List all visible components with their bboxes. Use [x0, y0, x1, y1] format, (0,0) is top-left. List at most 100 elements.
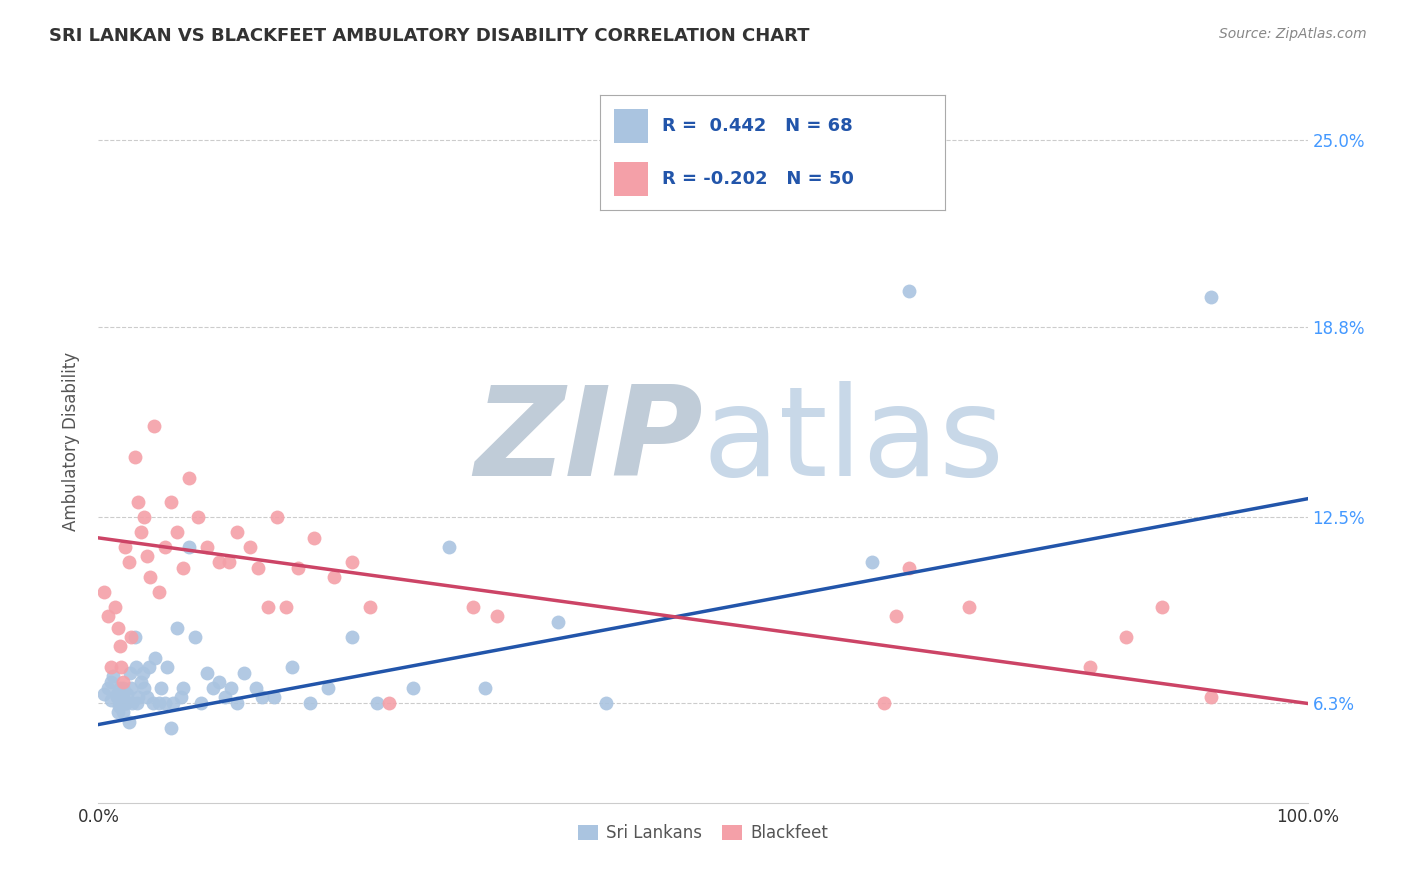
Point	[287, 561, 309, 575]
Point	[139, 570, 162, 584]
Point	[172, 561, 194, 575]
Point	[124, 450, 146, 464]
Point	[202, 681, 225, 696]
Point	[208, 675, 231, 690]
Point	[121, 697, 143, 711]
Point	[108, 681, 131, 696]
Point	[111, 690, 134, 705]
Point	[169, 690, 191, 705]
Point	[107, 621, 129, 635]
Point	[100, 660, 122, 674]
Point	[118, 666, 141, 681]
Text: ZIP: ZIP	[474, 381, 703, 502]
Point	[299, 697, 322, 711]
Point	[148, 585, 170, 599]
Point	[143, 419, 166, 434]
Point	[595, 697, 617, 711]
Point	[160, 721, 183, 735]
Point	[316, 681, 339, 696]
Point	[366, 697, 388, 711]
Point	[93, 585, 115, 599]
Point	[486, 609, 509, 624]
Point	[143, 651, 166, 665]
Point	[108, 699, 131, 714]
Point	[93, 687, 115, 701]
Point	[172, 681, 194, 696]
Point	[132, 666, 155, 681]
Point	[214, 690, 236, 705]
Point	[101, 669, 124, 683]
Point	[547, 615, 569, 630]
Point	[118, 555, 141, 569]
Point	[221, 681, 243, 696]
Legend: Sri Lankans, Blackfeet: Sri Lankans, Blackfeet	[571, 817, 835, 848]
Point	[360, 600, 382, 615]
Point	[437, 540, 460, 554]
Point	[110, 660, 132, 674]
Text: atlas: atlas	[703, 381, 1005, 502]
Point	[129, 524, 152, 539]
Point	[127, 690, 149, 705]
Point	[247, 561, 270, 575]
Point	[97, 681, 120, 696]
Point	[111, 706, 134, 720]
Point	[135, 549, 157, 563]
Point	[111, 675, 134, 690]
Point	[263, 690, 285, 705]
Point	[138, 660, 160, 674]
Point	[110, 693, 132, 707]
Point	[108, 697, 131, 711]
Point	[127, 494, 149, 508]
Point	[100, 693, 122, 707]
Point	[120, 630, 142, 644]
Point	[150, 681, 173, 696]
Point	[117, 687, 139, 701]
Point	[342, 555, 364, 569]
Point	[195, 666, 218, 681]
Point	[156, 660, 179, 674]
Point	[957, 600, 980, 615]
Point	[1199, 290, 1222, 304]
Point	[897, 561, 920, 575]
Point	[107, 706, 129, 720]
Point	[226, 524, 249, 539]
Text: SRI LANKAN VS BLACKFEET AMBULATORY DISABILITY CORRELATION CHART: SRI LANKAN VS BLACKFEET AMBULATORY DISAB…	[49, 27, 810, 45]
Point	[129, 675, 152, 690]
Point	[897, 284, 920, 298]
Point	[218, 555, 240, 569]
Text: Source: ZipAtlas.com: Source: ZipAtlas.com	[1219, 27, 1367, 41]
Point	[873, 697, 896, 711]
Y-axis label: Ambulatory Disability: Ambulatory Disability	[62, 352, 80, 531]
Point	[105, 687, 128, 701]
Point	[463, 600, 485, 615]
Point	[114, 540, 136, 554]
Point	[135, 690, 157, 705]
Point	[208, 555, 231, 569]
Point	[302, 531, 325, 545]
Point	[266, 509, 288, 524]
Point	[153, 697, 176, 711]
Point	[190, 697, 212, 711]
Point	[187, 509, 209, 524]
Point	[474, 681, 496, 696]
Point	[323, 570, 346, 584]
Point	[232, 666, 254, 681]
Point	[153, 540, 176, 554]
Point	[134, 509, 156, 524]
Point	[886, 609, 908, 624]
Point	[226, 697, 249, 711]
Point	[162, 697, 184, 711]
Point	[134, 681, 156, 696]
Point	[184, 630, 207, 644]
Point	[1115, 630, 1137, 644]
Point	[1152, 600, 1174, 615]
Point	[195, 540, 218, 554]
Point	[148, 697, 170, 711]
Point	[125, 660, 148, 674]
Point	[256, 600, 278, 615]
Point	[120, 681, 142, 696]
Point	[166, 524, 188, 539]
Point	[127, 697, 149, 711]
Point	[402, 681, 425, 696]
Point	[179, 471, 201, 485]
